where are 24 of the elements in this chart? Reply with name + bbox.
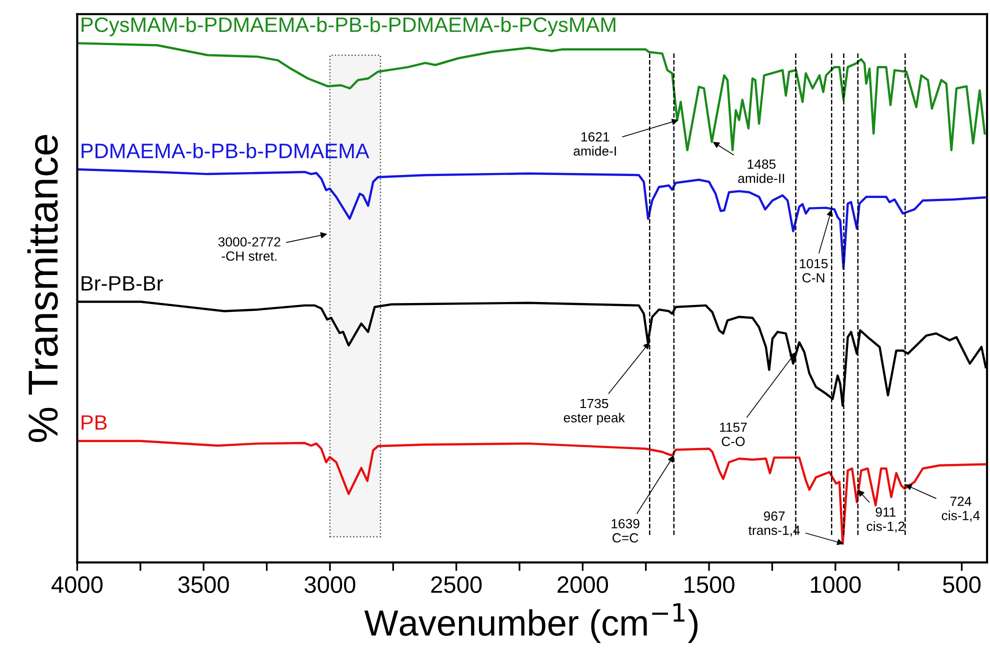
- annotation: 1735 ester peak: [564, 398, 625, 425]
- annotation: 1621 amide-I: [574, 132, 616, 156]
- series-label: PDMAEMA-b-PB-b-PDMAEMA: [82, 143, 370, 158]
- x-axis-title: Wavenumber (cm$^{−1}$): [364, 603, 698, 643]
- x-tick-label: 2500: [431, 576, 482, 593]
- band-label: 3000-2772 -CH stret.: [218, 237, 280, 261]
- annotation: 1485 amide-II: [738, 160, 784, 184]
- series-label: PB: [82, 415, 107, 430]
- x-tick-label: 2000: [558, 576, 608, 593]
- annotation: 1157 C-O: [720, 422, 747, 446]
- series-label: PCysMAM-b-PDMAEMA-b-PB-b-PDMAEMA-b-PCysMAM: [82, 16, 616, 36]
- annotation: 1015 C-N: [800, 258, 828, 283]
- x-tick-label: 3500: [178, 576, 229, 593]
- y-axis-title: % Transmittance: [27, 134, 58, 442]
- x-tick-label: 1500: [684, 576, 734, 593]
- annotation: 1639 C=C: [612, 518, 640, 543]
- annotation: 724 cis-1,4: [942, 496, 980, 522]
- x-tick-label: 500: [943, 576, 981, 593]
- annotation: 967 trans-1,4: [748, 511, 800, 537]
- annotation: 911 cis-1,2: [866, 507, 904, 533]
- x-tick-label: 3000: [304, 576, 356, 593]
- x-tick-label: 4000: [52, 576, 103, 593]
- series-label: Br-PB-Br: [82, 276, 163, 291]
- x-tick-label: 1000: [810, 576, 861, 593]
